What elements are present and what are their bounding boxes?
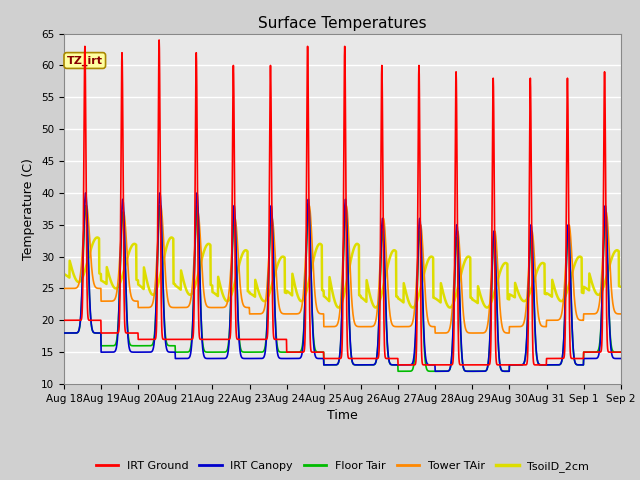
X-axis label: Time: Time (327, 409, 358, 422)
Y-axis label: Temperature (C): Temperature (C) (22, 158, 35, 260)
Title: Surface Temperatures: Surface Temperatures (258, 16, 427, 31)
Legend: IRT Ground, IRT Canopy, Floor Tair, Tower TAir, TsoilD_2cm: IRT Ground, IRT Canopy, Floor Tair, Towe… (91, 457, 594, 477)
Text: TZ_irt: TZ_irt (67, 55, 103, 66)
